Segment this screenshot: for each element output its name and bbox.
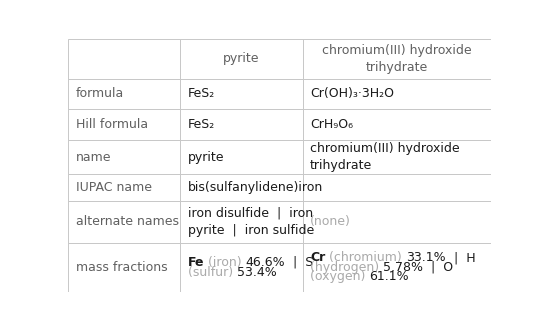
- Text: Cr: Cr: [310, 251, 325, 264]
- Text: IUPAC name: IUPAC name: [76, 181, 152, 194]
- Text: 46.6%: 46.6%: [246, 256, 286, 269]
- Text: mass fractions: mass fractions: [76, 261, 167, 274]
- Text: formula: formula: [76, 87, 124, 100]
- Text: alternate names: alternate names: [76, 215, 179, 228]
- Text: |  H: | H: [446, 251, 475, 264]
- Text: name: name: [76, 151, 111, 164]
- Text: CrH₉O₆: CrH₉O₆: [310, 118, 353, 131]
- Text: (none): (none): [310, 215, 351, 228]
- Text: Hill formula: Hill formula: [76, 118, 148, 131]
- Text: chromium(III) hydroxide
trihydrate: chromium(III) hydroxide trihydrate: [310, 142, 460, 173]
- Text: |  O: | O: [423, 261, 453, 274]
- Text: FeS₂: FeS₂: [187, 118, 215, 131]
- Text: 61.1%: 61.1%: [370, 270, 409, 283]
- Text: pyrite: pyrite: [223, 52, 259, 65]
- Text: (chromium): (chromium): [325, 251, 406, 264]
- Text: (oxygen): (oxygen): [310, 270, 370, 283]
- Text: Cr(OH)₃·3H₂O: Cr(OH)₃·3H₂O: [310, 87, 394, 100]
- Text: (sulfur): (sulfur): [187, 266, 237, 279]
- Text: FeS₂: FeS₂: [187, 87, 215, 100]
- Text: bis(sulfanylidene)iron: bis(sulfanylidene)iron: [187, 181, 323, 194]
- Text: |  S: | S: [286, 256, 314, 269]
- Text: 33.1%: 33.1%: [406, 251, 446, 264]
- Text: 5.78%: 5.78%: [383, 261, 423, 274]
- Text: (iron): (iron): [204, 256, 246, 269]
- Text: iron disulfide  |  iron
pyrite  |  iron sulfide: iron disulfide | iron pyrite | iron sulf…: [187, 207, 314, 237]
- Text: 53.4%: 53.4%: [237, 266, 276, 279]
- Text: Fe: Fe: [187, 256, 204, 269]
- Text: chromium(III) hydroxide
trihydrate: chromium(III) hydroxide trihydrate: [322, 44, 471, 74]
- Text: (hydrogen): (hydrogen): [310, 261, 383, 274]
- Text: pyrite: pyrite: [187, 151, 224, 164]
